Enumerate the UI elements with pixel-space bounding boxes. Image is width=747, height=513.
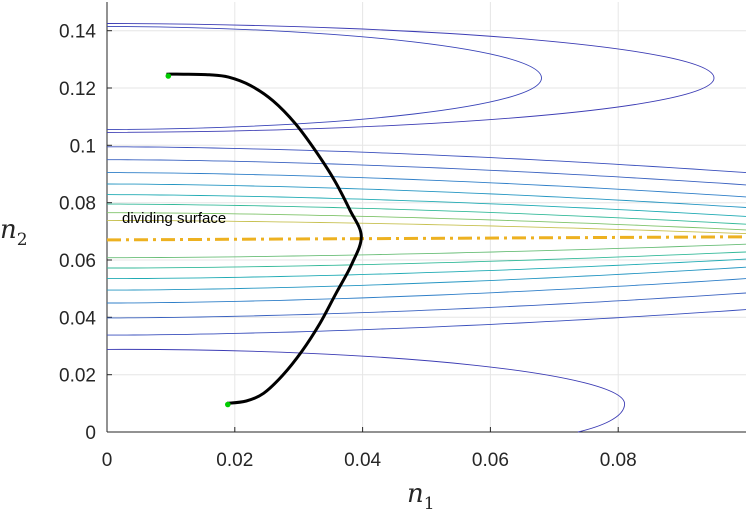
dividing-surface-label: dividing surface [122, 210, 226, 227]
y-tick-label: 0.12 [59, 79, 96, 100]
contour-line [106, 25, 542, 131]
y-tick-label: 0.02 [59, 366, 96, 387]
dividing-surface-layer [106, 235, 747, 242]
y-tick-label: 0.06 [59, 251, 96, 272]
x-tick-label: 0.08 [600, 450, 637, 471]
x-tick-label: 0 [102, 450, 113, 471]
trajectory-endpoint-dot [225, 401, 231, 408]
y-axis-label: n2 [0, 215, 28, 250]
y-tick-label: 0.1 [70, 136, 96, 157]
y-tick-label: 0.04 [59, 308, 96, 329]
x-tick-label: 0.04 [344, 450, 381, 471]
contour-line [107, 212, 747, 231]
y-tick-label: 0 [85, 423, 96, 444]
x-tick-label: 0.06 [472, 450, 509, 471]
contour-line [107, 292, 747, 319]
contour-line [107, 243, 747, 259]
trajectory-curve [166, 72, 363, 405]
contour-line [106, 348, 626, 433]
contour-line [107, 266, 747, 291]
y-tick-label: 0.08 [59, 194, 96, 215]
contour-line [107, 159, 747, 186]
contour-line [107, 172, 747, 198]
x-axis-label: n1 [407, 479, 435, 513]
y-tick-label: 0.14 [59, 22, 96, 43]
contour-line [106, 23, 715, 133]
grid-lines [106, 2, 746, 433]
contour-line [107, 309, 747, 336]
contour-lines [106, 23, 747, 433]
contour-line [107, 251, 747, 269]
x-tick-label: 0.02 [216, 450, 253, 471]
tick-labels: 0 0.02 0.04 0.06 0.08 0 0.02 0.04 0.06 0.08 0.1 0.1… [59, 22, 637, 471]
contour-line [106, 219, 747, 235]
contour-line [107, 258, 747, 280]
trajectory-endpoint-dot [165, 73, 172, 79]
contour-line [106, 183, 747, 208]
contour-line [107, 278, 747, 304]
contour-line [107, 203, 747, 225]
contour-line [106, 194, 747, 217]
trajectory-layer [165, 72, 363, 408]
contour-line [107, 146, 747, 174]
dividing-surface-line [106, 235, 747, 242]
